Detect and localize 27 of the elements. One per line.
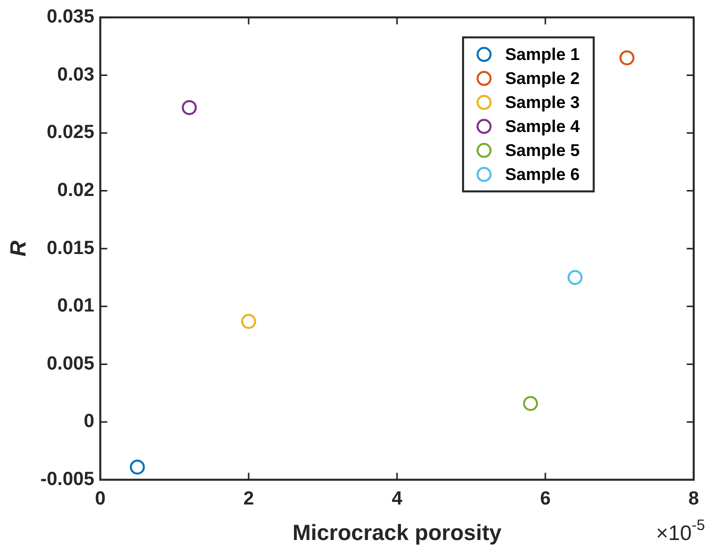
y-axis-title: R [5, 240, 30, 257]
legend-label: Sample 4 [505, 117, 580, 136]
y-tick-label: 0.02 [57, 180, 94, 202]
x-axis-title: Microcrack porosity [292, 520, 502, 545]
y-tick-label: -0.005 [40, 469, 95, 490]
y-tick-label: 0.015 [46, 238, 95, 259]
legend-label: Sample 3 [505, 93, 580, 112]
y-tick-label: 0.035 [46, 6, 95, 28]
legend-label: Sample 2 [505, 69, 580, 88]
point [523, 396, 538, 412]
point [568, 270, 583, 285]
legend-label: Sample 1 [505, 45, 580, 64]
x-tick-label: 6 [540, 488, 551, 510]
point [619, 50, 634, 66]
y-tick-label: 0 [84, 411, 94, 432]
point [182, 100, 197, 116]
point [130, 460, 145, 475]
legend-label: Sample 5 [505, 141, 580, 160]
legend-label: Sample 6 [505, 165, 580, 184]
y-tick-label: 0.005 [46, 353, 95, 374]
y-tick-label: 0.03 [57, 64, 94, 86]
x-tick-label: 8 [688, 488, 700, 510]
y-tick-label: 0.01 [57, 296, 95, 317]
x-tick-label: 2 [243, 488, 254, 510]
x-tick-label: 4 [392, 488, 403, 510]
y-tick-label: 0.025 [46, 122, 95, 144]
point [241, 314, 256, 329]
